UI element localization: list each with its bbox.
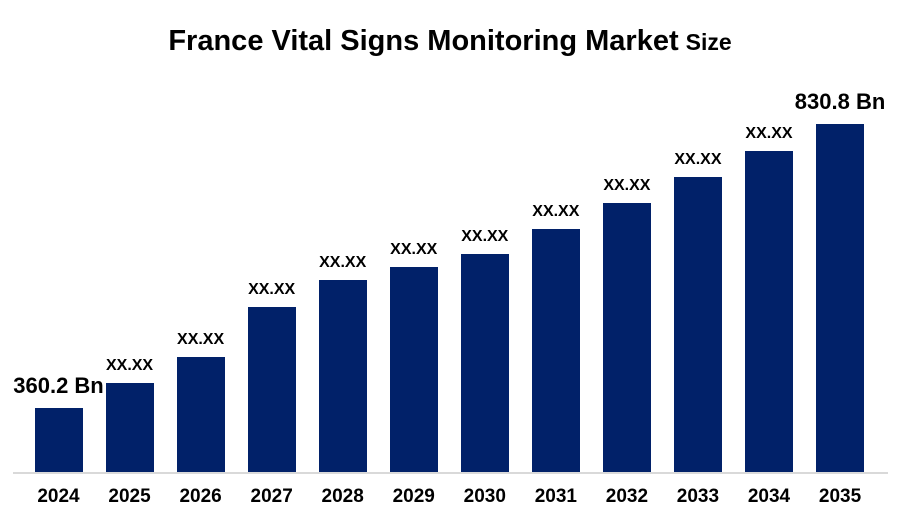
- bar-2028: [318, 280, 367, 472]
- bar-value-label-2033: XX.XX: [674, 151, 722, 168]
- bar-value-label-2028: XX.XX: [319, 254, 367, 271]
- year-label-2024: 2024: [37, 486, 80, 507]
- bar-2034: [745, 151, 793, 472]
- bar-value-label-2034: XX.XX: [745, 125, 793, 142]
- year-label-2031: 2031: [534, 486, 577, 507]
- bar-2025: [105, 383, 154, 472]
- year-label-2033: 2033: [676, 486, 720, 507]
- bar-value-label-2031: XX.XX: [532, 203, 580, 220]
- year-label-2035: 2035: [818, 486, 862, 507]
- bar-2031: [531, 229, 580, 472]
- bar-2027: [247, 307, 296, 472]
- bar-value-label-2032: XX.XX: [603, 177, 651, 194]
- bar-2030: [460, 254, 509, 472]
- bar-value-label-2030: XX.XX: [461, 228, 509, 245]
- bar-value-label-2029: XX.XX: [390, 241, 438, 258]
- bar-value-label-2024: 360.2 Bn: [13, 373, 104, 398]
- bar-2029: [389, 267, 438, 472]
- year-label-2027: 2027: [250, 486, 293, 507]
- chart-title: France Vital Signs Monitoring Market Size: [0, 20, 900, 61]
- bar-value-label-2027: XX.XX: [248, 281, 296, 298]
- chart-title-main: France Vital Signs Monitoring Market: [168, 25, 679, 57]
- year-label-2029: 2029: [392, 486, 435, 507]
- bar-2032: [602, 203, 651, 472]
- year-label-2030: 2030: [463, 486, 506, 507]
- chart-title-suffix: Size: [685, 29, 732, 55]
- year-label-2034: 2034: [747, 486, 791, 507]
- x-axis-line: [13, 472, 888, 474]
- bar-2026: [176, 357, 225, 472]
- bar-2033: [673, 177, 722, 472]
- bar-2024: [34, 408, 83, 472]
- year-label-2026: 2026: [179, 486, 222, 507]
- year-label-2032: 2032: [605, 486, 649, 507]
- bar-value-label-2025: XX.XX: [105, 357, 154, 374]
- year-label-2028: 2028: [321, 486, 364, 507]
- year-label-2025: 2025: [108, 486, 151, 507]
- bar-value-label-2026: XX.XX: [177, 331, 225, 348]
- bar-value-label-2035: 830.8 Bn: [794, 89, 886, 114]
- bar-2035: [816, 124, 865, 472]
